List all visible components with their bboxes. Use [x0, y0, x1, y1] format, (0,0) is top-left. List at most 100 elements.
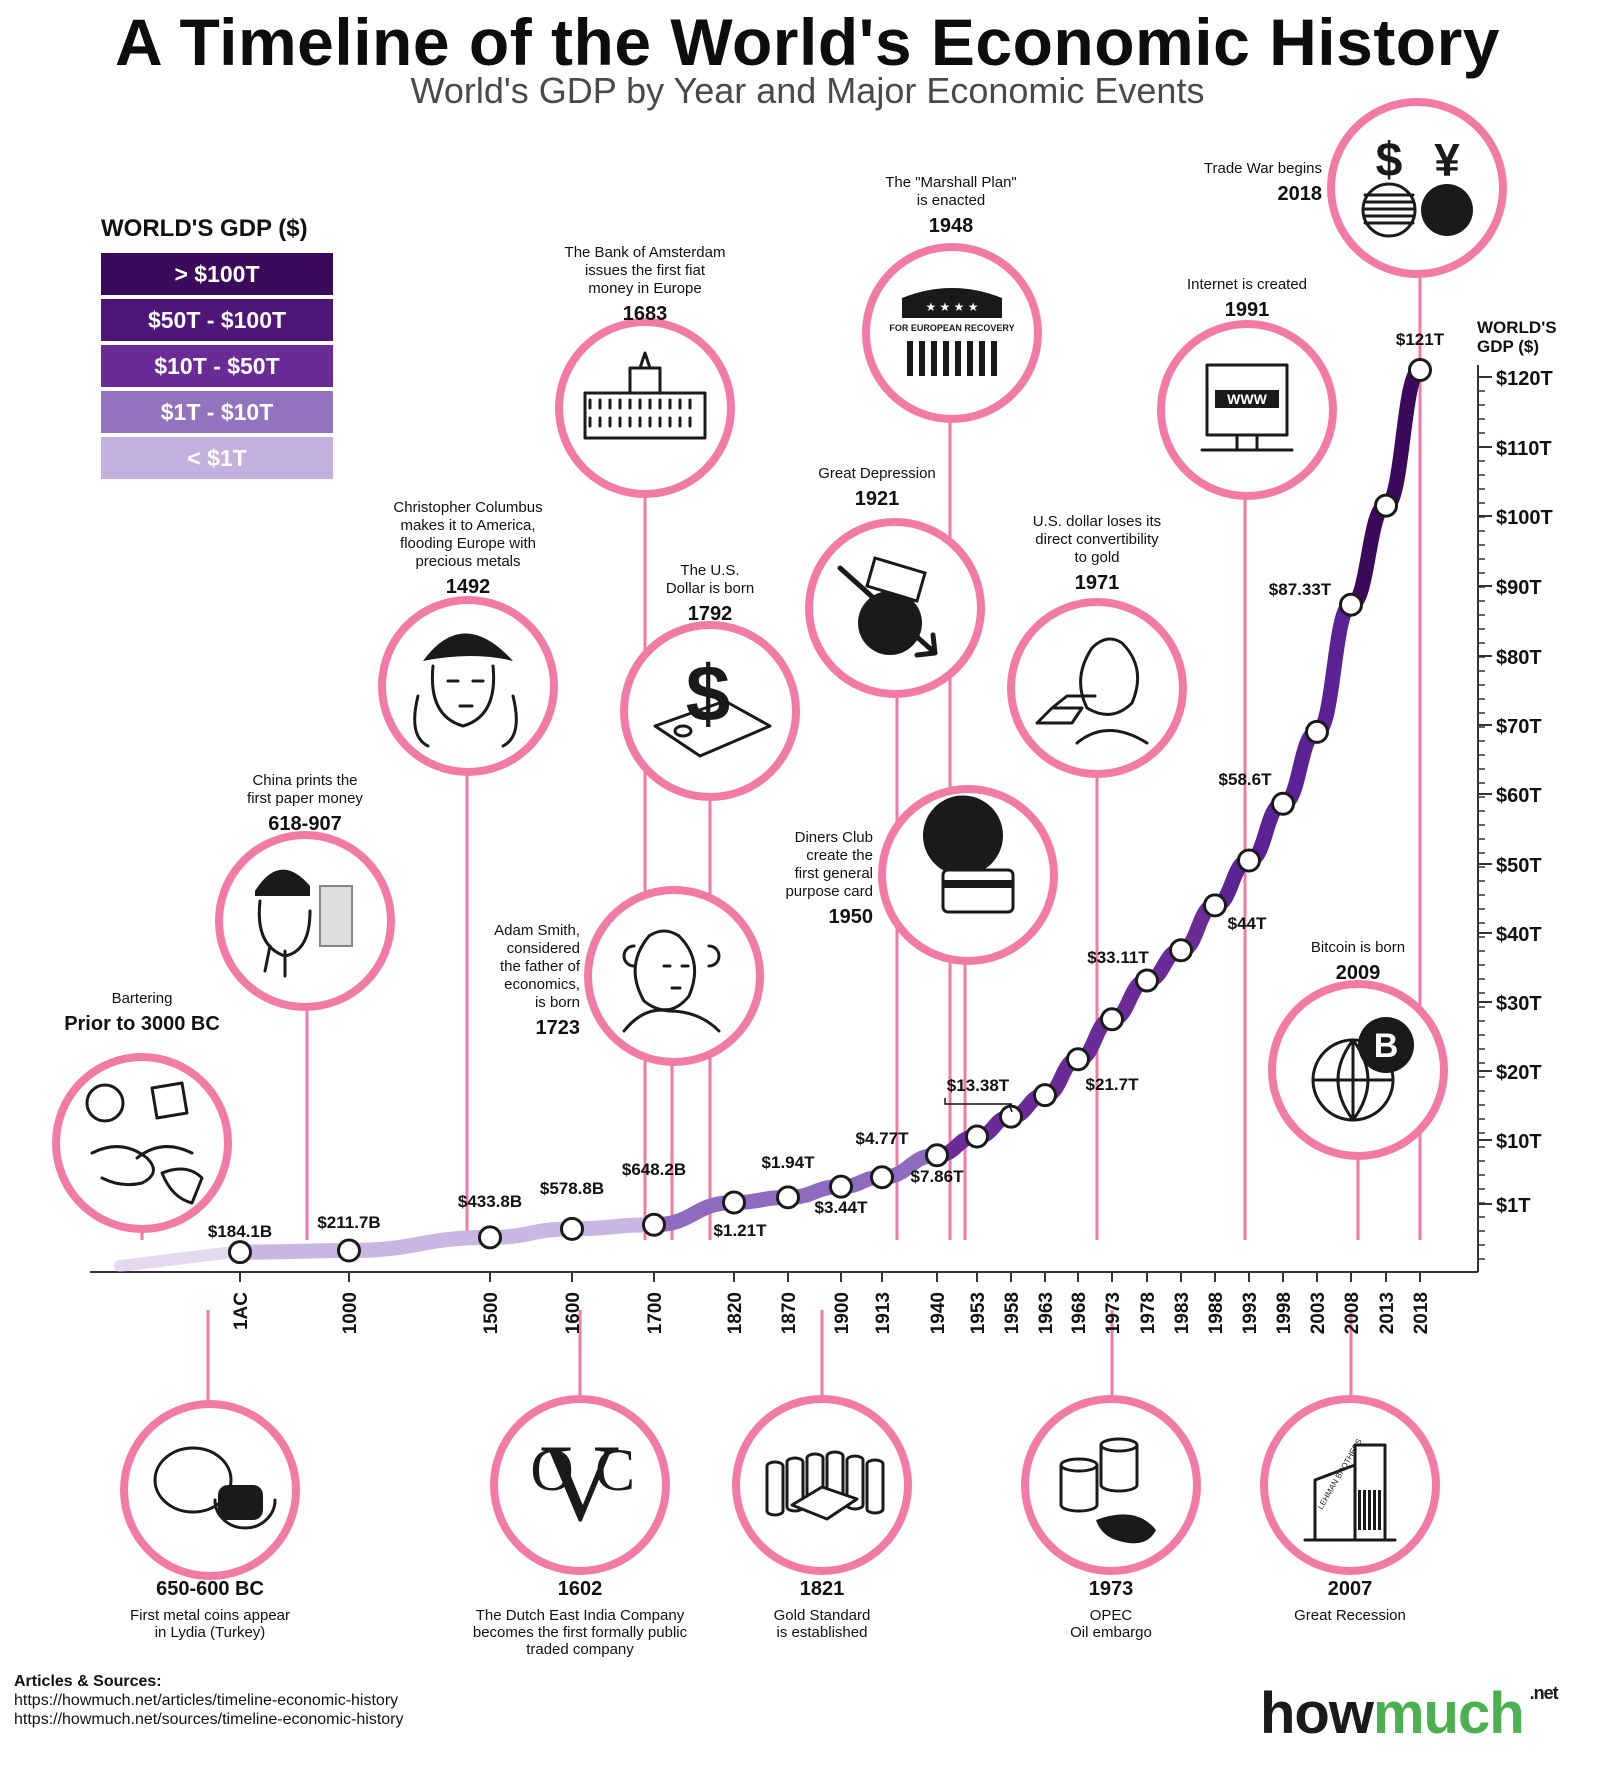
- event-year: 2018: [1278, 183, 1323, 205]
- data-label: $1.21T: [714, 1221, 768, 1240]
- columbus-portrait-icon: [413, 633, 518, 748]
- lehman-brothers-building-icon-window: [1378, 1490, 1381, 1530]
- data-point: [1408, 358, 1432, 382]
- oil-barrels-icon: [1059, 1437, 1156, 1544]
- sources-block: Articles & Sources: https://howmuch.net/…: [14, 1672, 404, 1729]
- text-line: precious metals: [415, 553, 520, 570]
- event-gold-usd: [1007, 598, 1187, 778]
- event-description: The Bank of Amsterdam issues the first fi…: [565, 244, 726, 297]
- marshall-plan-shield-icon-stripe: [967, 341, 973, 376]
- bitcoin-globe-icon-coin: [1358, 1017, 1414, 1073]
- x-tick-label: 1870: [779, 1292, 800, 1334]
- us-china-flags-icon: $ ¥: [1361, 134, 1473, 238]
- howmuch-logo[interactable]: howmuch .net: [1260, 1680, 1559, 1747]
- text-line: is born: [535, 994, 580, 1011]
- text-line: China prints the: [252, 772, 357, 789]
- text-line: purpose card: [785, 883, 873, 900]
- line-segment: [1343, 498, 1394, 613]
- event-trade-war: $ ¥: [1327, 98, 1507, 278]
- event-year: 618-907: [268, 813, 341, 835]
- data-label: $4.77T: [856, 1129, 910, 1148]
- text-line: becomes the first formally public: [473, 1624, 688, 1641]
- chinese-emperor-icon-shape: [263, 944, 287, 978]
- event-circle-ring: [1157, 320, 1337, 500]
- event-year: 1991: [1225, 299, 1270, 321]
- data-label: $1.94T: [762, 1153, 816, 1172]
- y-tick-label: $10T: [1496, 1131, 1542, 1153]
- data-point: [1339, 592, 1363, 617]
- text-line: issues the first fiat: [585, 262, 706, 279]
- lydian-coins-icon-shape: [153, 1446, 233, 1514]
- lydian-coins-icon: [153, 1446, 277, 1530]
- source-link-articles[interactable]: https://howmuch.net/articles/timeline-ec…: [14, 1692, 399, 1709]
- handshake-barter-icon-shape: [150, 1081, 189, 1120]
- source-link-sources[interactable]: https://howmuch.net/sources/timeline-eco…: [14, 1711, 404, 1728]
- event-voc: VO C: [490, 1395, 670, 1575]
- event-description: Great Depression: [818, 465, 936, 482]
- data-point: [1237, 848, 1261, 873]
- text-line: Christopher Columbus: [393, 499, 542, 516]
- text-line: direct convertibility: [1035, 531, 1159, 548]
- x-tick-label: 1AC: [231, 1292, 252, 1330]
- text-line: Gold Standard: [774, 1607, 871, 1624]
- event-circle-ring: [215, 831, 395, 1011]
- bank-building-icon: [583, 351, 707, 440]
- event-year: Prior to 3000 BC: [64, 1013, 220, 1035]
- text-line: The "Marshall Plan": [885, 174, 1017, 191]
- data-label: $433.8B: [458, 1192, 522, 1211]
- x-tick-label: 1913: [873, 1292, 894, 1334]
- dollar-bill-icon: $: [653, 649, 772, 758]
- dollar-bill-icon-shape: [673, 724, 693, 738]
- gdp-line: [114, 358, 1432, 1272]
- event-circle-ring: [52, 1053, 232, 1233]
- data-label: $3.44T: [815, 1198, 869, 1217]
- columbus-portrait-icon-shape: [413, 694, 518, 748]
- data-point: [1066, 1047, 1090, 1072]
- bank-building-icon-shape: [628, 351, 662, 395]
- text-line: considered: [507, 940, 580, 957]
- credit-card-icon: [923, 795, 1015, 914]
- legend-item-50-100t: $50T - $100T: [101, 299, 333, 341]
- text-line: Dollar is born: [666, 580, 754, 597]
- voc-logo-icon-o: O: [530, 1437, 573, 1503]
- text-line: the father of: [500, 958, 581, 975]
- y-tick-label: $70T: [1496, 716, 1542, 738]
- adam-smith-portrait-icon-shape: [622, 1008, 721, 1033]
- voc-logo-icon: VO C: [530, 1422, 635, 1544]
- event-columbus: [378, 596, 558, 776]
- data-label: $44T: [1228, 914, 1267, 933]
- gold-bars-coins-icon: [765, 1450, 885, 1521]
- data-point: [228, 1240, 252, 1265]
- text-line: is established: [777, 1624, 868, 1641]
- data-label: $87.33T: [1269, 580, 1332, 599]
- event-year: 1948: [929, 215, 974, 237]
- data-label: $121T: [1396, 330, 1445, 349]
- lehman-brothers-building-icon-window: [1373, 1490, 1376, 1530]
- brand-how: how: [1260, 1681, 1374, 1746]
- y-tick-label: $110T: [1496, 438, 1552, 460]
- data-point: [1374, 493, 1398, 518]
- text-line: The Bank of Amsterdam: [565, 244, 726, 261]
- event-description: The Dutch East India Company becomes the …: [473, 1607, 688, 1658]
- oil-barrels-icon-shape: [1059, 1457, 1099, 1513]
- text-line: create the: [806, 847, 873, 864]
- y-tick-label: $30T: [1496, 993, 1542, 1015]
- event-year: 1492: [446, 576, 491, 598]
- text-line: in Lydia (Turkey): [155, 1624, 266, 1641]
- marshall-plan-shield-icon-stripe: [931, 341, 937, 376]
- data-point: [776, 1185, 800, 1210]
- event-description: The "Marshall Plan" is enacted: [885, 174, 1017, 209]
- text-line: Oil embargo: [1070, 1624, 1152, 1641]
- adam-smith-portrait-icon-shape: [662, 964, 690, 990]
- text-line: is enacted: [917, 192, 985, 209]
- data-point: [642, 1212, 666, 1237]
- marshall-plan-shield-icon-stripe: [955, 341, 961, 376]
- nixon-gold-bars-icon-shape: [1035, 694, 1097, 725]
- marshall-plan-shield-icon-stripe: [943, 341, 949, 376]
- page-subtitle: World's GDP by Year and Major Economic E…: [410, 70, 1205, 111]
- marshall-plan-shield-icon-banner: [902, 288, 1002, 318]
- text-line: Diners Club: [795, 829, 873, 846]
- x-tick-label: 1000: [340, 1292, 361, 1334]
- text-line: Trade War begins: [1204, 160, 1322, 177]
- data-point: [1169, 938, 1193, 963]
